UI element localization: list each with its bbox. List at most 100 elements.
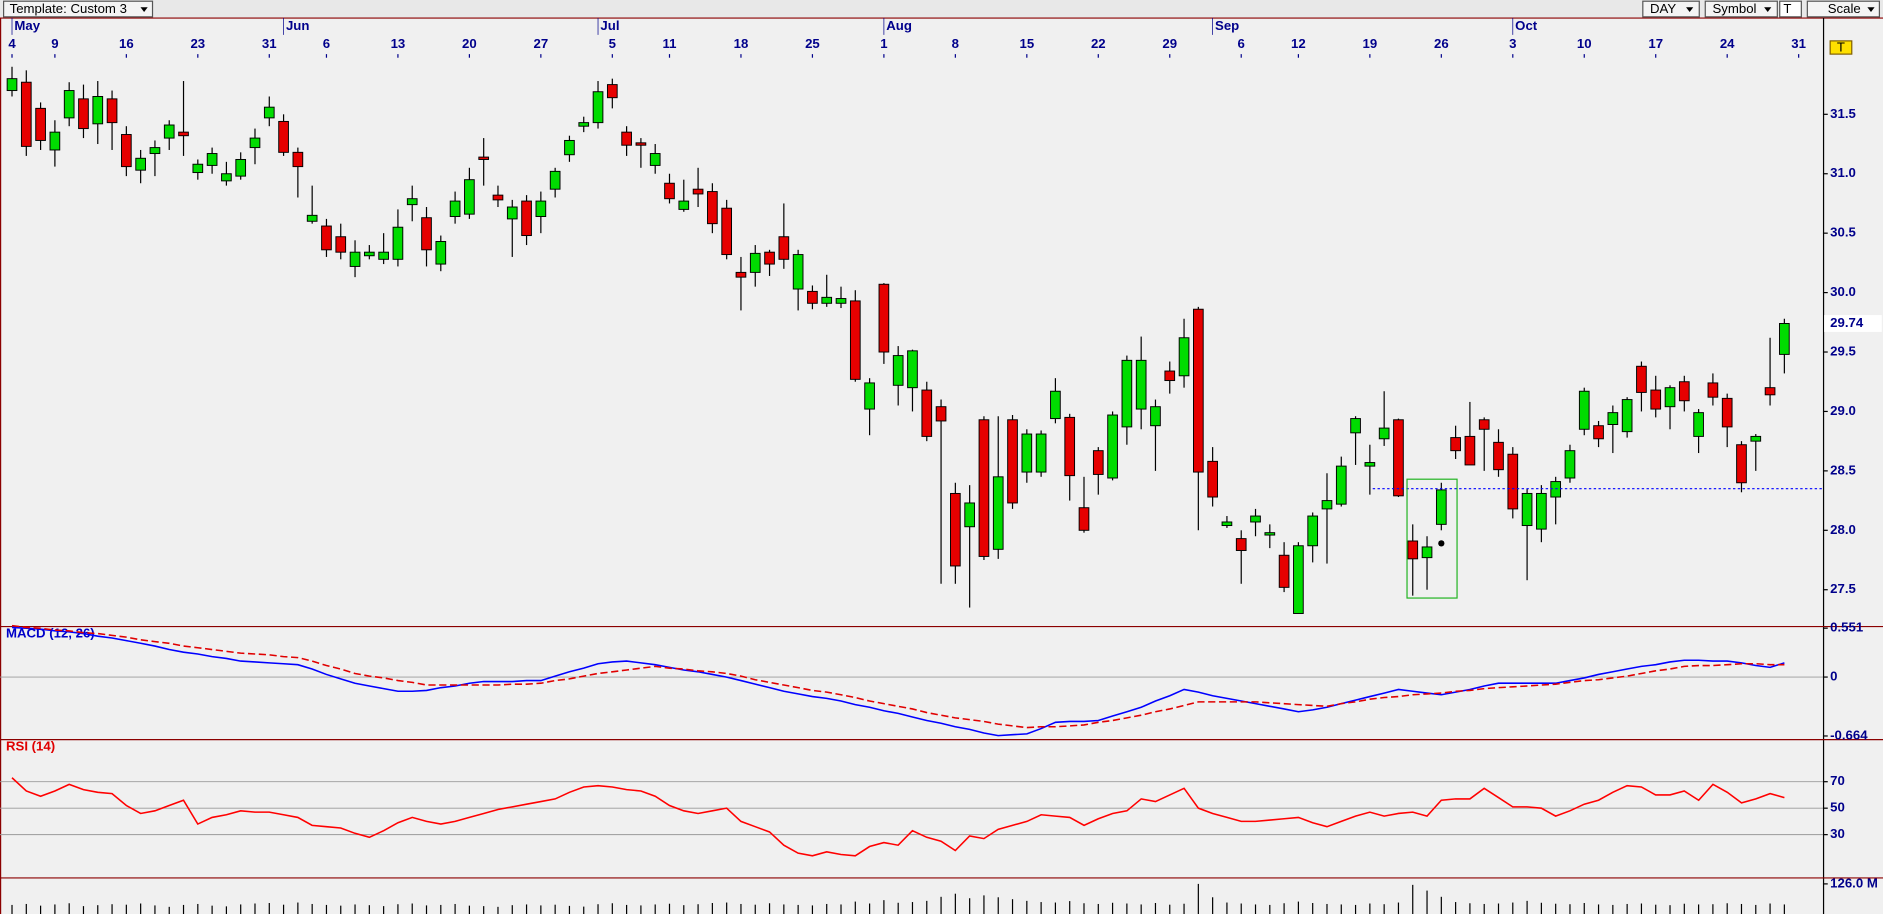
x-tick-label: 20 (462, 36, 477, 51)
template-dropdown[interactable]: Template: Custom 3 (3, 0, 154, 18)
candle-body (1678, 381, 1690, 402)
x-tick-label: 27 (534, 36, 549, 51)
y-tick-label: 50 (1830, 800, 1845, 815)
x-tick-label: 31 (262, 36, 277, 51)
dropdown-arrow (1867, 7, 1875, 13)
candle-body (1307, 515, 1319, 547)
candle-body (1321, 500, 1333, 510)
candle-body (1593, 425, 1604, 440)
panel-title: RSI (14) (6, 738, 55, 753)
x-tick-label: 9 (51, 36, 58, 51)
candle-body (649, 153, 661, 166)
candle-body (20, 81, 32, 147)
symbol-input[interactable]: T (1779, 0, 1802, 18)
candle-body (49, 131, 61, 151)
candle-body (1564, 450, 1576, 479)
x-tick-label: 25 (805, 36, 820, 51)
candle-body (1407, 540, 1419, 560)
candle-body (521, 200, 532, 237)
candle-body (707, 191, 718, 225)
month-label: Aug (886, 18, 912, 33)
candle-body (892, 355, 904, 386)
month-label: Jul (600, 18, 619, 33)
x-tick-label: 18 (734, 36, 749, 51)
candle-body (1178, 337, 1190, 377)
candle-body (664, 182, 675, 200)
candle-body (35, 107, 46, 141)
candle-body (378, 251, 389, 260)
candle-body (1364, 462, 1376, 467)
y-tick-label: 28.5 (1830, 462, 1856, 477)
candle-body (1278, 554, 1290, 588)
candle-body (578, 122, 590, 127)
candle-body (149, 147, 161, 155)
candle-body (421, 217, 432, 251)
last-price-box (1824, 315, 1882, 332)
x-tick-label: 11 (663, 36, 677, 51)
candle-body (1507, 453, 1519, 510)
dropdown-box (3, 0, 154, 18)
symbol-dropdown[interactable]: Symbol (1704, 0, 1778, 18)
candle-body (506, 206, 518, 220)
candle-body (121, 134, 132, 168)
candle-body (1435, 489, 1447, 525)
x-tick-label: 31 (1791, 36, 1806, 51)
candle-body (464, 179, 475, 215)
candle-body (764, 251, 775, 265)
y-tick-label: 27.5 (1830, 581, 1856, 596)
toolbar (0, 0, 1883, 19)
month-label: May (14, 18, 40, 33)
candle-body (1521, 492, 1533, 527)
month-label: Jun (286, 18, 309, 33)
scale-dropdown[interactable]: Scale (1806, 0, 1880, 18)
candle-body (163, 124, 175, 139)
candle-body (192, 163, 204, 174)
candle-body (921, 389, 933, 437)
candle-body (950, 492, 961, 567)
candle-body (1464, 435, 1476, 466)
candle-body (1693, 412, 1704, 437)
x-tick-label: 29 (1162, 36, 1177, 51)
x-tick-label: 5 (609, 36, 616, 51)
candle-body (1235, 538, 1247, 551)
period-label: DAY (1650, 1, 1676, 16)
candle-body (1193, 308, 1204, 473)
candle-body (321, 225, 332, 251)
candle-body (878, 283, 890, 353)
candle-body (1121, 359, 1133, 428)
candle-body (907, 350, 918, 389)
month-label: Oct (1515, 18, 1538, 33)
candle-body (406, 198, 418, 206)
candle-body (392, 226, 404, 260)
y-tick-label: 29.5 (1830, 343, 1856, 358)
candle-body (1421, 546, 1433, 559)
candle-body (1621, 399, 1633, 433)
candle-body (1493, 441, 1504, 471)
dropdown-arrow (1686, 7, 1694, 13)
period-dropdown[interactable]: DAY (1642, 0, 1700, 18)
candle-body (1664, 387, 1676, 408)
candle-body (735, 271, 747, 278)
candle-body (864, 382, 875, 410)
candle-body (1478, 419, 1490, 430)
highlight-box (1406, 478, 1458, 599)
x-tick-label: 24 (1720, 36, 1735, 51)
candle-body (606, 84, 618, 99)
candle-body (78, 98, 89, 130)
candle-body (1164, 370, 1176, 382)
y-tick-label: 0 (1830, 669, 1837, 684)
candle-body (964, 502, 975, 528)
candle-body (363, 251, 375, 257)
badge (1829, 40, 1853, 55)
candle-body (792, 254, 804, 290)
candle-body (678, 200, 690, 210)
candle-body (1764, 387, 1776, 396)
candle-body (6, 78, 18, 92)
template-label: Template: Custom 3 (10, 1, 127, 16)
candle-body (1779, 323, 1790, 355)
candle-body (1250, 515, 1261, 523)
candle-body (1207, 460, 1218, 498)
candle-body (849, 300, 861, 380)
candle-body (992, 476, 1004, 550)
candle-body (1721, 397, 1733, 428)
